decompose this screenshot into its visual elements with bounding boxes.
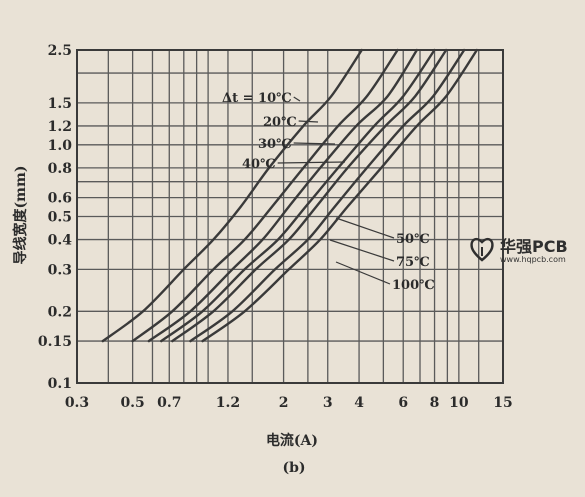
series-labels: Δt = 10℃ 20℃ 30℃ 40℃ 50℃ 75℃ 100℃ bbox=[222, 91, 435, 293]
curve-50℃ bbox=[171, 48, 448, 343]
leader-line bbox=[335, 217, 395, 239]
y-tick-label: 0.15 bbox=[38, 334, 72, 350]
y-tick-label: 1.0 bbox=[48, 138, 73, 154]
y-tick-label: 1.5 bbox=[48, 96, 72, 112]
x-tick-label: 2 bbox=[279, 395, 289, 411]
series-label-75℃: 75℃ bbox=[396, 255, 430, 270]
heart-logo-icon bbox=[470, 237, 494, 262]
x-tick-label: 8 bbox=[430, 395, 440, 411]
x-tick-label: 1.2 bbox=[216, 395, 240, 411]
y-tick-labels: 0.1 0.15 0.2 0.3 0.4 0.5 0.6 0.8 1.0 1.2 1.5 2.5 bbox=[38, 43, 72, 392]
watermark-site: www.hqpcb.com bbox=[500, 255, 566, 264]
series-label-40℃: 40℃ bbox=[242, 157, 276, 172]
watermark: 华强PCB www.hqpcb.com bbox=[470, 237, 568, 264]
curve-10℃ bbox=[101, 48, 363, 343]
series-label-10℃: Δt = 10℃ bbox=[222, 91, 292, 106]
leader-line bbox=[329, 239, 395, 262]
y-tick-label: 0.4 bbox=[48, 233, 73, 249]
x-tick-label: 4 bbox=[354, 395, 364, 411]
y-axis-title: 导线宽度(mm) bbox=[12, 166, 29, 265]
leader-line bbox=[293, 142, 336, 145]
y-tick-label: 1.2 bbox=[48, 119, 72, 135]
x-tick-label: 3 bbox=[323, 395, 333, 411]
y-tick-label: 2.5 bbox=[48, 43, 72, 59]
curve-40℃ bbox=[160, 48, 436, 343]
x-tick-label: 6 bbox=[398, 395, 408, 411]
plot-frame bbox=[76, 49, 504, 384]
series-label-30℃: 30℃ bbox=[258, 137, 292, 152]
y-tick-label: 0.8 bbox=[48, 161, 72, 177]
x-tick-label: 0.5 bbox=[120, 395, 144, 411]
x-tick-label: 10 bbox=[449, 395, 469, 411]
y-tick-label: 0.6 bbox=[48, 191, 72, 207]
x-tick-label: 0.7 bbox=[157, 395, 181, 411]
y-tick-label: 0.1 bbox=[48, 376, 72, 392]
curve-30℃ bbox=[147, 48, 419, 343]
series-label-50℃: 50℃ bbox=[396, 232, 430, 247]
leader-line bbox=[335, 261, 391, 285]
x-axis-title: 电流(A) bbox=[266, 432, 318, 449]
leader-line bbox=[293, 96, 301, 102]
x-tick-labels: 0.3 0.5 0.7 1.2 2 3 4 6 8 10 15 bbox=[65, 395, 513, 411]
leader-line bbox=[298, 120, 319, 123]
watermark-brand: 华强PCB bbox=[500, 237, 568, 256]
x-tick-label: 0.3 bbox=[65, 395, 89, 411]
y-tick-label: 0.3 bbox=[48, 262, 72, 278]
y-tick-label: 0.2 bbox=[48, 304, 72, 320]
series-label-100℃: 100℃ bbox=[392, 278, 435, 293]
x-tick-label: 15 bbox=[493, 395, 512, 411]
curve-75℃ bbox=[189, 48, 466, 343]
label-leaders bbox=[277, 96, 395, 285]
curve-20℃ bbox=[131, 48, 399, 343]
y-tick-label: 0.5 bbox=[48, 210, 72, 226]
leader-line bbox=[277, 161, 346, 164]
curve-100℃ bbox=[201, 48, 479, 343]
curves bbox=[101, 48, 479, 343]
series-label-20℃: 20℃ bbox=[263, 115, 297, 130]
figure-caption: (b) bbox=[282, 460, 305, 476]
